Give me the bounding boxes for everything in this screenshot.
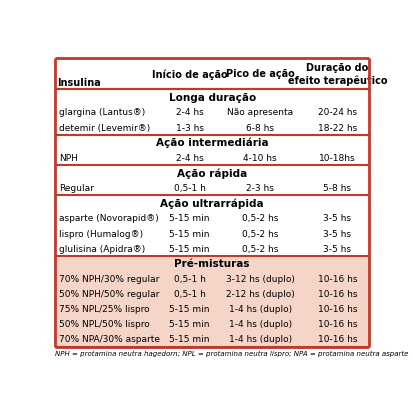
Text: Pico de ação: Pico de ação xyxy=(225,69,294,79)
Text: 10-16 hs: 10-16 hs xyxy=(317,335,356,344)
Text: 0,5-1 h: 0,5-1 h xyxy=(173,274,205,283)
Text: 5-15 min: 5-15 min xyxy=(169,214,209,223)
Text: Pré-misturas: Pré-misturas xyxy=(174,258,249,269)
Text: detemir (Levemir®): detemir (Levemir®) xyxy=(59,123,150,132)
Text: 0,5-2 hs: 0,5-2 hs xyxy=(242,229,278,238)
Text: 18-22 hs: 18-22 hs xyxy=(317,123,356,132)
FancyBboxPatch shape xyxy=(55,301,368,317)
Text: 0,5-1 h: 0,5-1 h xyxy=(173,289,205,298)
Text: Insulina: Insulina xyxy=(57,78,101,88)
Text: 1-3 hs: 1-3 hs xyxy=(175,123,203,132)
Text: Regular: Regular xyxy=(59,184,93,193)
FancyBboxPatch shape xyxy=(55,226,368,241)
Text: NPH = protamina neutra hagedorn; NPL = protamina neutra lispro; NPA = protamina : NPH = protamina neutra hagedorn; NPL = p… xyxy=(55,350,407,356)
Text: 3-12 hs (duplo): 3-12 hs (duplo) xyxy=(225,274,294,283)
Text: 2-3 hs: 2-3 hs xyxy=(246,184,273,193)
Text: 75% NPL/25% lispro: 75% NPL/25% lispro xyxy=(59,304,149,313)
Text: lispro (Humalog®): lispro (Humalog®) xyxy=(59,229,142,238)
Text: Não apresenta: Não apresenta xyxy=(227,108,293,117)
Text: 10-16 hs: 10-16 hs xyxy=(317,274,356,283)
Text: 3-5 hs: 3-5 hs xyxy=(323,244,351,253)
Text: 70% NPA/30% asparte: 70% NPA/30% asparte xyxy=(59,335,159,344)
FancyBboxPatch shape xyxy=(55,151,368,166)
Text: 20-24 hs: 20-24 hs xyxy=(317,108,356,117)
Text: Ação rápida: Ação rápida xyxy=(177,168,247,178)
Text: 3-5 hs: 3-5 hs xyxy=(323,229,351,238)
FancyBboxPatch shape xyxy=(55,135,368,151)
FancyBboxPatch shape xyxy=(55,105,368,120)
Text: 1-4 hs (duplo): 1-4 hs (duplo) xyxy=(228,304,291,313)
FancyBboxPatch shape xyxy=(55,332,368,347)
FancyBboxPatch shape xyxy=(55,241,368,256)
Text: 5-15 min: 5-15 min xyxy=(169,319,209,328)
FancyBboxPatch shape xyxy=(55,90,368,105)
Text: 5-8 hs: 5-8 hs xyxy=(323,184,351,193)
Text: Longa duração: Longa duração xyxy=(168,92,255,103)
Text: 10-16 hs: 10-16 hs xyxy=(317,289,356,298)
Text: 10-16 hs: 10-16 hs xyxy=(317,304,356,313)
FancyBboxPatch shape xyxy=(55,120,368,135)
Text: 0,5-2 hs: 0,5-2 hs xyxy=(242,214,278,223)
FancyBboxPatch shape xyxy=(55,166,368,181)
Text: Ação ultrarrápida: Ação ultrarrápida xyxy=(160,198,263,209)
FancyBboxPatch shape xyxy=(55,211,368,226)
Text: 0,5-1 h: 0,5-1 h xyxy=(173,184,205,193)
Text: 10-18hs: 10-18hs xyxy=(318,153,355,162)
Text: 10-16 hs: 10-16 hs xyxy=(317,319,356,328)
FancyBboxPatch shape xyxy=(55,256,368,271)
Text: glargina (Lantus®): glargina (Lantus®) xyxy=(59,108,145,117)
Text: Duração do
efeito terapêutico: Duração do efeito terapêutico xyxy=(287,63,386,85)
Text: 6-8 hs: 6-8 hs xyxy=(246,123,274,132)
FancyBboxPatch shape xyxy=(55,317,368,332)
Text: glulisina (Apidra®): glulisina (Apidra®) xyxy=(59,244,145,253)
Text: 2-4 hs: 2-4 hs xyxy=(176,153,203,162)
Text: Início de ação: Início de ação xyxy=(152,69,227,79)
Text: 3-5 hs: 3-5 hs xyxy=(323,214,351,223)
Text: 1-4 hs (duplo): 1-4 hs (duplo) xyxy=(228,319,291,328)
FancyBboxPatch shape xyxy=(55,58,368,347)
Text: Ação intermediária: Ação intermediária xyxy=(155,137,268,148)
FancyBboxPatch shape xyxy=(55,271,368,286)
Text: 50% NPL/50% lispro: 50% NPL/50% lispro xyxy=(59,319,149,328)
Text: 5-15 min: 5-15 min xyxy=(169,335,209,344)
Text: 2-4 hs: 2-4 hs xyxy=(176,108,203,117)
Text: 50% NPH/50% regular: 50% NPH/50% regular xyxy=(59,289,159,298)
Text: 5-15 min: 5-15 min xyxy=(169,304,209,313)
FancyBboxPatch shape xyxy=(55,181,368,196)
Text: 4-10 hs: 4-10 hs xyxy=(243,153,276,162)
Text: 5-15 min: 5-15 min xyxy=(169,229,209,238)
Text: 70% NPH/30% regular: 70% NPH/30% regular xyxy=(59,274,159,283)
Text: asparte (Novorapid®): asparte (Novorapid®) xyxy=(59,214,158,223)
FancyBboxPatch shape xyxy=(55,196,368,211)
Text: 0,5-2 hs: 0,5-2 hs xyxy=(242,244,278,253)
Text: NPH: NPH xyxy=(59,153,78,162)
FancyBboxPatch shape xyxy=(55,58,368,90)
FancyBboxPatch shape xyxy=(55,286,368,301)
Text: 1-4 hs (duplo): 1-4 hs (duplo) xyxy=(228,335,291,344)
Text: 2-12 hs (duplo): 2-12 hs (duplo) xyxy=(225,289,294,298)
Text: 5-15 min: 5-15 min xyxy=(169,244,209,253)
